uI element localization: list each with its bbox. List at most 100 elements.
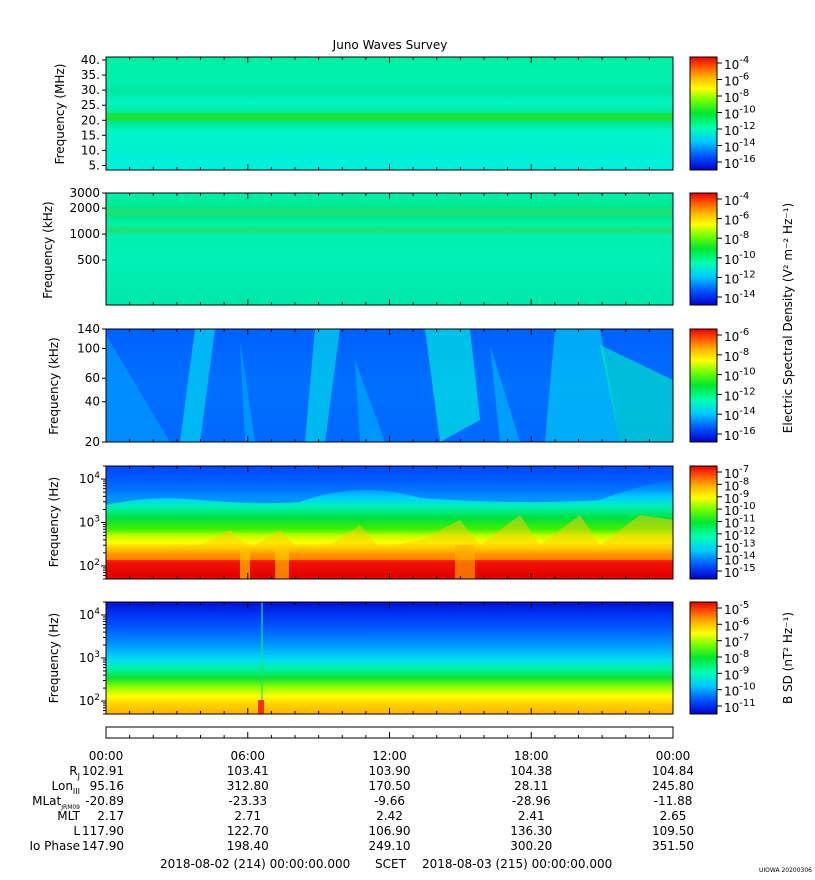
y-tick-label: 15. [81,128,100,142]
y-axis-label-4: Frequency (Hz) [47,477,61,568]
ephemeris-table: 00:00 06:00 12:00 18:00 00:00 RJ 102.91 103.41 1… [29,749,694,853]
colorbar-tick-label: 10-14 [724,551,756,568]
time-label: 12:00 [372,749,407,763]
emission-streaks [106,329,673,442]
ephem-row-label: MLatJRM09 [32,794,80,811]
ephem-value: 95.16 [90,779,124,793]
ephem-value: 170.50 [369,779,411,793]
colorbar-tick-label: 10-6 [724,211,749,228]
y-ticks-4: 104 103 102 [79,465,106,580]
ephem-value: 106.90 [369,824,411,838]
y-tick-label: 500 [77,253,100,267]
colorbar-tick-label: 10-16 [724,154,756,171]
ephem-value: -9.66 [374,794,405,808]
panel-hfr-high: 40.35.30.25.20.15.10.5. Frequency (MHz) [53,53,674,172]
ephem-value: 109.50 [652,824,694,838]
y-axis-label-5: Frequency (Hz) [47,613,61,704]
y-tick-label: 103 [79,515,100,530]
colorbar-tick-label: 10-8 [724,88,749,105]
colorbar-tick-label: 10-14 [724,138,756,155]
colorbar-tick-label: 10-10 [724,682,756,699]
time-label: 00:00 [89,749,124,763]
whistler-bumps [106,466,673,579]
y-axis-label-1: Frequency (MHz) [53,64,67,165]
ephem-value: 300.20 [510,839,552,853]
ephem-value: -20.89 [85,794,124,808]
magnetic-colorbar-label: B SD (nT² Hz⁻¹) [781,612,795,704]
ephem-row-label: LonIII [52,779,81,796]
y-tick-label: 104 [79,607,100,622]
colorbar-tick-label: 10-4 [724,55,749,72]
y-ticks-3: 140 100 60 40 20 [77,322,106,449]
colorbar-tick-label: 10-6 [724,327,749,344]
ephem-value: 2.71 [234,809,261,823]
footer-id: UIOWA 20200306 [759,867,812,874]
ephem-value: 249.10 [369,839,411,853]
ephem-row-label: L [73,824,80,838]
ephem-value: 103.41 [227,764,269,778]
footer-scet: SCET [375,857,407,871]
y-tick-label: 25. [81,98,100,112]
y-tick-label: 2000 [69,201,100,215]
y-ticks-5: 104 103 102 [79,601,106,715]
ephem-value: 2.65 [660,809,687,823]
ephem-row-label: RJ [69,764,80,781]
y-tick-label: 100 [77,342,100,356]
colorbar-tick-label: 10-9 [724,665,749,682]
time-axis-strip [105,57,674,739]
y-tick-label: 102 [79,558,100,573]
colorbar-tick-label: 10-6 [724,72,749,89]
ephem-value: -23.33 [228,794,267,808]
colorbar-tick-label: 10-12 [724,526,756,543]
colorbar-2: 10-4 10-6 10-8 10-10 10-12 10-14 [689,191,756,306]
electric-colorbar-label: Electric Spectral Density (V² m⁻² Hz⁻¹) [781,203,795,433]
ephem-value: 245.80 [652,779,694,793]
colorbar-tick-label: 10-8 [724,476,749,493]
colorbar-tick-label: 10-8 [724,649,749,666]
ephem-value: 312.80 [227,779,269,793]
ephem-value: 2.17 [97,809,124,823]
colorbar-tick-label: 10-12 [724,386,756,403]
colorbar-tick-label: 10-14 [724,289,756,306]
spectrogram-5 [106,602,673,714]
time-label: 06:00 [230,749,265,763]
ephem-value: 122.70 [227,824,269,838]
ephem-value: 351.50 [652,839,694,853]
y-tick-label: 60 [85,371,100,385]
ephem-value: 103.90 [369,764,411,778]
figure-title: Juno Waves Survey [332,38,448,52]
colorbar-tick-label: 10-8 [724,230,749,247]
colorbar-tick-label: 10-6 [724,616,749,633]
panel-lfr-high: 140 100 60 40 20 Frequency (kHz) [47,322,674,449]
y-tick-label: 40. [81,53,100,67]
y-tick-label: 20 [85,435,100,449]
colorbar-tick-label: 10-10 [724,250,756,267]
colorbar-tick-label: 10-9 [724,489,749,506]
y-tick-label: 102 [79,693,100,708]
colorbar-tick-label: 10-11 [724,698,756,715]
colorbar-tick-label: 10-4 [724,191,749,208]
y-tick-label: 3000 [69,186,100,200]
y-tick-label: 1000 [69,227,100,241]
y-tick-label: 30. [81,83,100,97]
y-ticks-1: 40.35.30.25.20.15.10.5. [81,53,106,172]
ephem-value: 102.91 [82,764,124,778]
ephem-row-label: MLT [57,809,80,823]
y-tick-label: 10. [81,143,100,157]
colorbar-3: 10-6 10-8 10-10 10-12 10-14 10-16 [689,327,756,443]
colorbar-tick-label: 10-12 [724,269,756,286]
footer-start-date: 2018-08-02 (214) 00:00:00.000 [160,857,350,871]
time-label: 00:00 [656,749,691,763]
panel-lfr-low-b: 104 103 102 Frequency (Hz) [47,601,674,715]
colorbar-tick-label: 10-14 [724,406,756,423]
colorbar-tick-label: 10-16 [724,426,756,443]
band-21mhz [106,113,673,120]
panel-lfr-low-e: 104 103 102 Frequency (Hz) [47,465,674,580]
y-tick-label: 5. [89,158,100,172]
colorbar-tick-label: 10-11 [724,514,756,531]
ephem-value: 2.42 [376,809,403,823]
ephem-row-label: Io Phase [29,839,80,853]
colorbar-tick-label: 10-13 [724,538,756,555]
